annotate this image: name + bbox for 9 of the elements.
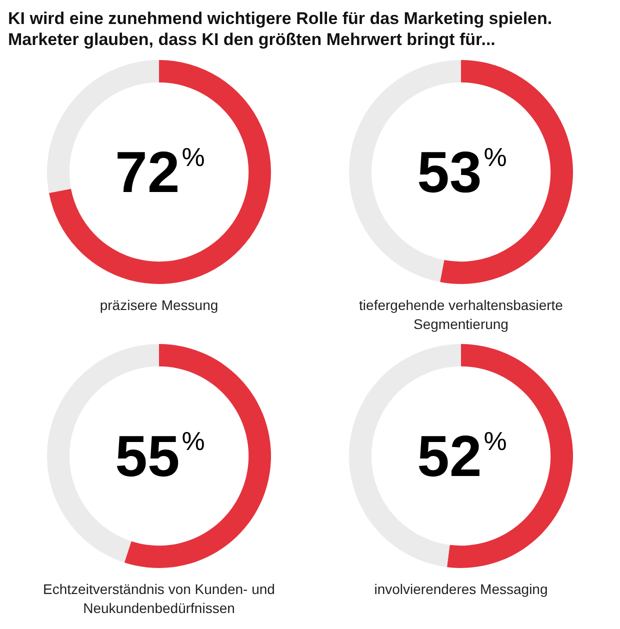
slice-label: involvierenderes Messaging <box>373 580 549 599</box>
data-label: 52% <box>417 424 507 489</box>
chart-title: KI wird eine zunehmend wichtigere Rolle für das Marketing spielen. Marketer glauben, dass KI den größten Mehrwert bringt für... <box>8 8 554 50</box>
slice-label: präzisere Messung <box>98 296 220 315</box>
data-label: 53% <box>417 140 507 205</box>
slice-label: tiefergehende verhaltensbasierte Segmentierung <box>358 296 564 334</box>
data-label: 55% <box>115 424 205 489</box>
slice-label: Echtzeitverständnis von Kunden- und Neukundenbedürfnissen <box>42 580 276 618</box>
data-label: 72% <box>115 140 205 205</box>
